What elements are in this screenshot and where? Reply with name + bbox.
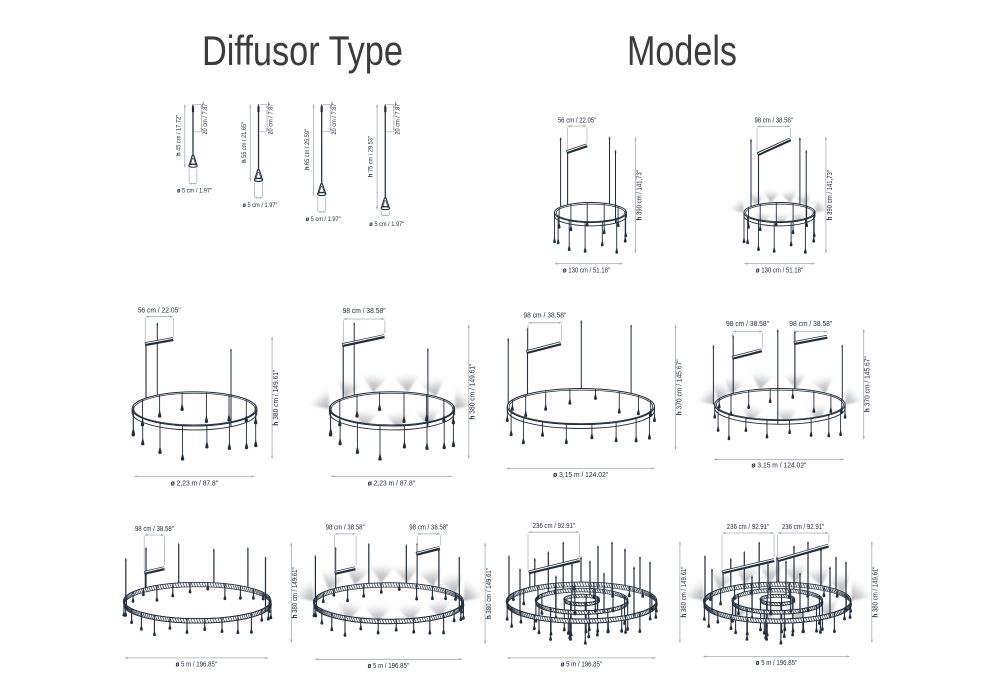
svg-text:ø 5 cm / 1.97": ø 5 cm / 1.97" xyxy=(243,202,279,209)
svg-text:ø 2,23 m / 87.8": ø 2,23 m / 87.8" xyxy=(171,478,219,487)
svg-text:h 390 cm / 141,73": h 390 cm / 141,73" xyxy=(827,170,834,221)
svg-text:ø 5 m / 196.85": ø 5 m / 196.85" xyxy=(756,660,798,667)
svg-text:ø 5 m / 196.85": ø 5 m / 196.85" xyxy=(368,663,410,670)
svg-text:ø 130 cm / 51.18": ø 130 cm / 51.18" xyxy=(563,267,611,274)
svg-text:Diffusor Type: Diffusor Type xyxy=(202,27,403,74)
svg-text:h 380 cm / 149.61": h 380 cm / 149.61" xyxy=(873,566,880,617)
svg-text:98 cm / 38.58": 98 cm / 38.58" xyxy=(409,525,449,532)
svg-text:236 cm / 92.91": 236 cm / 92.91" xyxy=(533,523,576,530)
svg-text:ø 5 cm / 1.97": ø 5 cm / 1.97" xyxy=(369,221,405,228)
svg-text:98 cm / 38.58": 98 cm / 38.58" xyxy=(326,525,366,532)
svg-text:98 cm / 38.58": 98 cm / 38.58" xyxy=(789,319,832,328)
svg-text:236 cm / 92.91": 236 cm / 92.91" xyxy=(727,524,770,531)
svg-text:h 390 cm / 141,73": h 390 cm / 141,73" xyxy=(636,170,643,221)
svg-text:20 cm / 7.87": 20 cm / 7.87" xyxy=(202,101,209,135)
svg-text:ø 3,15 m / 124.02": ø 3,15 m / 124.02" xyxy=(553,470,608,479)
svg-text:98 cm / 38.58": 98 cm / 38.58" xyxy=(726,319,769,328)
svg-text:20 cm / 7.87": 20 cm / 7.87" xyxy=(268,101,275,135)
svg-text:ø 5 cm / 1.97": ø 5 cm / 1.97" xyxy=(306,216,342,223)
svg-text:Models: Models xyxy=(627,27,737,74)
svg-text:h 380 cm / 149.61": h 380 cm / 149.61" xyxy=(486,568,493,619)
svg-text:56 cm / 22.05": 56 cm / 22.05" xyxy=(138,306,181,315)
svg-text:ø 5 cm / 1.97": ø 5 cm / 1.97" xyxy=(177,188,213,195)
svg-text:98 cm / 38.58": 98 cm / 38.58" xyxy=(135,526,175,533)
svg-text:20 cm / 7.87": 20 cm / 7.87" xyxy=(331,101,338,135)
svg-text:ø 130 cm / 51.18": ø 130 cm / 51.18" xyxy=(756,267,804,274)
svg-text:h 65 cm / 25.59": h 65 cm / 25.59" xyxy=(304,128,311,170)
svg-text:98 cm / 38.58": 98 cm / 38.58" xyxy=(523,311,566,320)
svg-text:236 cm / 92.91": 236 cm / 92.91" xyxy=(782,524,825,531)
svg-text:ø 5 m / 196.85": ø 5 m / 196.85" xyxy=(561,661,603,668)
svg-text:h 380 cm / 149.61": h 380 cm / 149.61" xyxy=(468,363,477,419)
svg-text:h 370 cm / 145.67": h 370 cm / 145.67" xyxy=(675,359,684,415)
svg-text:h 55 cm / 21.65": h 55 cm / 21.65" xyxy=(241,121,248,163)
svg-text:20 cm / 7.87": 20 cm / 7.87" xyxy=(395,101,402,135)
svg-text:h 380 cm / 149.61": h 380 cm / 149.61" xyxy=(271,369,280,425)
svg-text:h 45 cm / 17.72": h 45 cm / 17.72" xyxy=(175,114,182,156)
svg-text:ø 5 m / 196.85": ø 5 m / 196.85" xyxy=(176,661,218,668)
svg-text:ø 2,23 m / 87.8": ø 2,23 m / 87.8" xyxy=(368,478,416,487)
svg-text:56 cm / 22.05": 56 cm / 22.05" xyxy=(558,117,597,124)
svg-text:98 cm / 38.58": 98 cm / 38.58" xyxy=(754,117,793,124)
svg-text:h 370 cm / 145.67": h 370 cm / 145.67" xyxy=(863,356,872,412)
svg-text:h 75 cm / 29.53": h 75 cm / 29.53" xyxy=(368,136,375,178)
svg-text:ø 3,15 m / 124.02": ø 3,15 m / 124.02" xyxy=(751,461,806,470)
svg-text:98 cm / 38.58": 98 cm / 38.58" xyxy=(343,306,386,315)
